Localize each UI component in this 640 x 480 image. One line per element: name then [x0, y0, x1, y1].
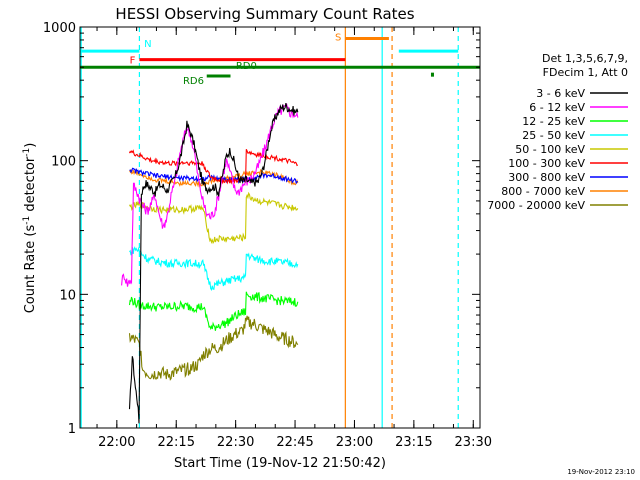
y-axis-label-mid: detector	[23, 156, 38, 216]
flag-label-s: S	[335, 33, 341, 44]
x-tick-label-2: 22:30	[217, 435, 254, 450]
flag-label-rd0: RD0	[236, 61, 257, 72]
series-line-300-800-kev	[129, 167, 299, 185]
y-axis-label: Count Rate (s-1 detector-1)	[22, 143, 38, 314]
legend-label: 3 - 6 keV	[536, 87, 585, 100]
legend: Det 1,3,5,6,7,9, FDecim 1, Att 0 3 - 6 k…	[487, 52, 628, 212]
legend-label: 300 - 800 keV	[508, 171, 585, 184]
legend-label: 12 - 25 keV	[522, 115, 585, 128]
legend-header-1: Det 1,3,5,6,7,9,	[542, 52, 628, 65]
chart-title: HESSI Observing Summary Count Rates	[115, 5, 414, 23]
x-axis-label: Start Time (19-Nov-12 21:50:42)	[174, 456, 386, 471]
y-tick-label-0: 1	[68, 422, 76, 437]
y-axis-label-sup2: -1	[22, 148, 32, 157]
legend-entry: 300 - 800 keV	[508, 171, 628, 184]
series-line-100-300-kev	[128, 148, 299, 185]
legend-label: 25 - 50 keV	[522, 129, 585, 142]
y-axis-label-main: Count Rate (s	[23, 225, 38, 314]
plot-frame	[79, 26, 481, 429]
series-line-7000-20000-kev	[128, 315, 299, 381]
flag-label-n: N	[144, 39, 151, 50]
flag-label-rd6: RD6	[183, 76, 204, 87]
legend-header-2: FDecim 1, Att 0	[543, 66, 628, 79]
footer-timestamp: 19-Nov-2012 23:10	[567, 468, 635, 476]
legend-entry: 7000 - 20000 keV	[487, 199, 628, 212]
x-tick-label-5: 23:15	[395, 435, 432, 450]
x-tick-label-0: 22:00	[98, 435, 135, 450]
legend-label: 100 - 300 keV	[508, 157, 585, 170]
legend-entry: 100 - 300 keV	[508, 157, 628, 170]
legend-entry: 6 - 12 keV	[529, 101, 628, 114]
series-line-3-6-kev	[128, 102, 299, 424]
legend-entry: 12 - 25 keV	[522, 115, 628, 128]
legend-entry: 800 - 7000 keV	[501, 185, 628, 198]
legend-label: 7000 - 20000 keV	[487, 199, 585, 212]
flag-tick-mark	[430, 72, 434, 77]
y-tick-label-3: 1000	[43, 21, 76, 36]
series-line-6-12-kev	[121, 103, 299, 287]
x-tick-label-6: 23:30	[455, 435, 492, 450]
flag-label-f: F	[130, 56, 136, 67]
y-axis-label-sup: -1	[22, 216, 32, 225]
y-tick-label-2: 100	[51, 155, 76, 170]
plot-layer: NF S RD0 RD6	[80, 27, 480, 428]
legend-entry: 50 - 100 keV	[515, 143, 628, 156]
axes-layer: 1 10 100 1000 22:00 22:15 22:30 22:45 23:00 23:15…	[43, 21, 492, 450]
series-line-800-7000-kev	[129, 168, 299, 188]
legend-label: 6 - 12 keV	[529, 101, 585, 114]
x-tick-label-4: 23:00	[336, 435, 373, 450]
y-axis-label-end: )	[23, 143, 38, 148]
x-tick-label-1: 22:15	[158, 435, 195, 450]
legend-entry: 25 - 50 keV	[522, 129, 628, 142]
legend-entry: 3 - 6 keV	[536, 87, 628, 100]
y-tick-label-1: 10	[59, 288, 76, 303]
series-line-12-25-kev	[128, 291, 299, 331]
series-line-25-50-kev	[129, 246, 299, 291]
legend-label: 800 - 7000 keV	[501, 185, 585, 198]
legend-label: 50 - 100 keV	[515, 143, 585, 156]
x-tick-label-3: 22:45	[276, 435, 313, 450]
